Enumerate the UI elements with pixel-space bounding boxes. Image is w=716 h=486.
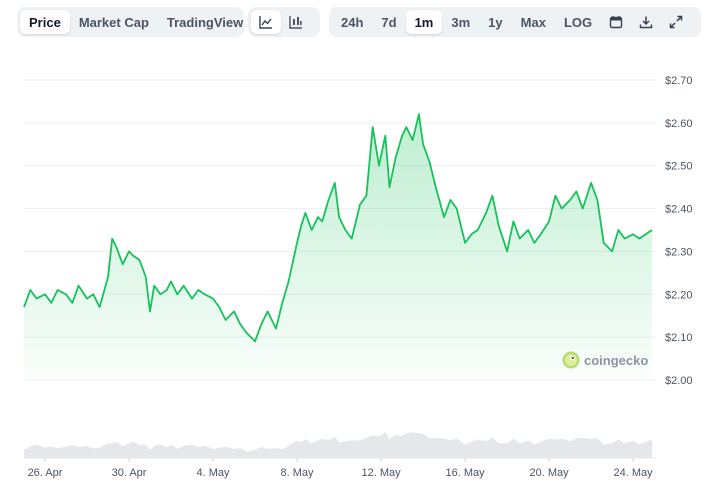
y-tick-label: $2.10 [665, 332, 693, 344]
y-tick-label: $2.00 [665, 375, 693, 387]
y-axis-ticks: $2.00 $2.10 $2.20 $2.30 $2.40 $2.50 $2.60 $2.70 [665, 75, 693, 387]
calendar-icon[interactable] [601, 10, 631, 34]
range-3m[interactable]: 3m [451, 14, 471, 30]
coingecko-logo-icon [562, 351, 580, 369]
x-tick-label: 12. May [361, 467, 401, 479]
view-tab-group: Price Market Cap TradingView [17, 7, 244, 37]
volume-area [24, 432, 652, 458]
x-tick-label: 26. Apr [28, 467, 63, 479]
x-axis-ticks: 26. Apr 30. Apr 4. May 8. May 12. May 16. May… [24, 457, 656, 479]
range-1y[interactable]: 1y [488, 14, 503, 30]
line-chart-icon[interactable] [251, 10, 281, 34]
tab-price[interactable]: Price [20, 10, 70, 34]
chart-type-group [248, 7, 320, 37]
watermark-text: coingecko [584, 352, 649, 368]
y-tick-label: $2.70 [665, 75, 693, 87]
range-7d[interactable]: 7d [381, 14, 397, 30]
volume-shape [24, 432, 652, 458]
x-tick-label: 30. Apr [112, 467, 147, 479]
y-tick-label: $2.50 [665, 161, 693, 173]
x-tick-label: 24. May [614, 467, 654, 479]
y-tick-label: $2.20 [665, 289, 693, 301]
x-tick-label: 8. May [281, 467, 315, 479]
y-tick-label: $2.60 [665, 118, 693, 130]
price-area-fill [24, 114, 652, 381]
coingecko-watermark: coingecko [562, 351, 648, 369]
y-tick-label: $2.30 [665, 246, 693, 258]
tab-market-cap[interactable]: Market Cap [78, 14, 149, 30]
tab-tradingview[interactable]: TradingView [166, 14, 244, 30]
range-log[interactable]: LOG [563, 14, 593, 30]
download-icon[interactable] [631, 10, 661, 34]
range-max[interactable]: Max [520, 14, 546, 30]
price-series-line [23, 113, 653, 343]
range-1m[interactable]: 1m [405, 10, 443, 34]
x-tick-label: 20. May [530, 467, 570, 479]
y-tick-label: $2.40 [665, 204, 693, 216]
candlestick-chart-icon[interactable] [281, 10, 311, 34]
x-tick-label: 16. May [445, 467, 485, 479]
expand-icon[interactable] [661, 10, 691, 34]
range-24h[interactable]: 24h [341, 14, 364, 30]
x-tick-label: 4. May [197, 467, 231, 479]
range-tab-group: 24h 7d 1m 3m 1y Max LOG [329, 7, 701, 37]
